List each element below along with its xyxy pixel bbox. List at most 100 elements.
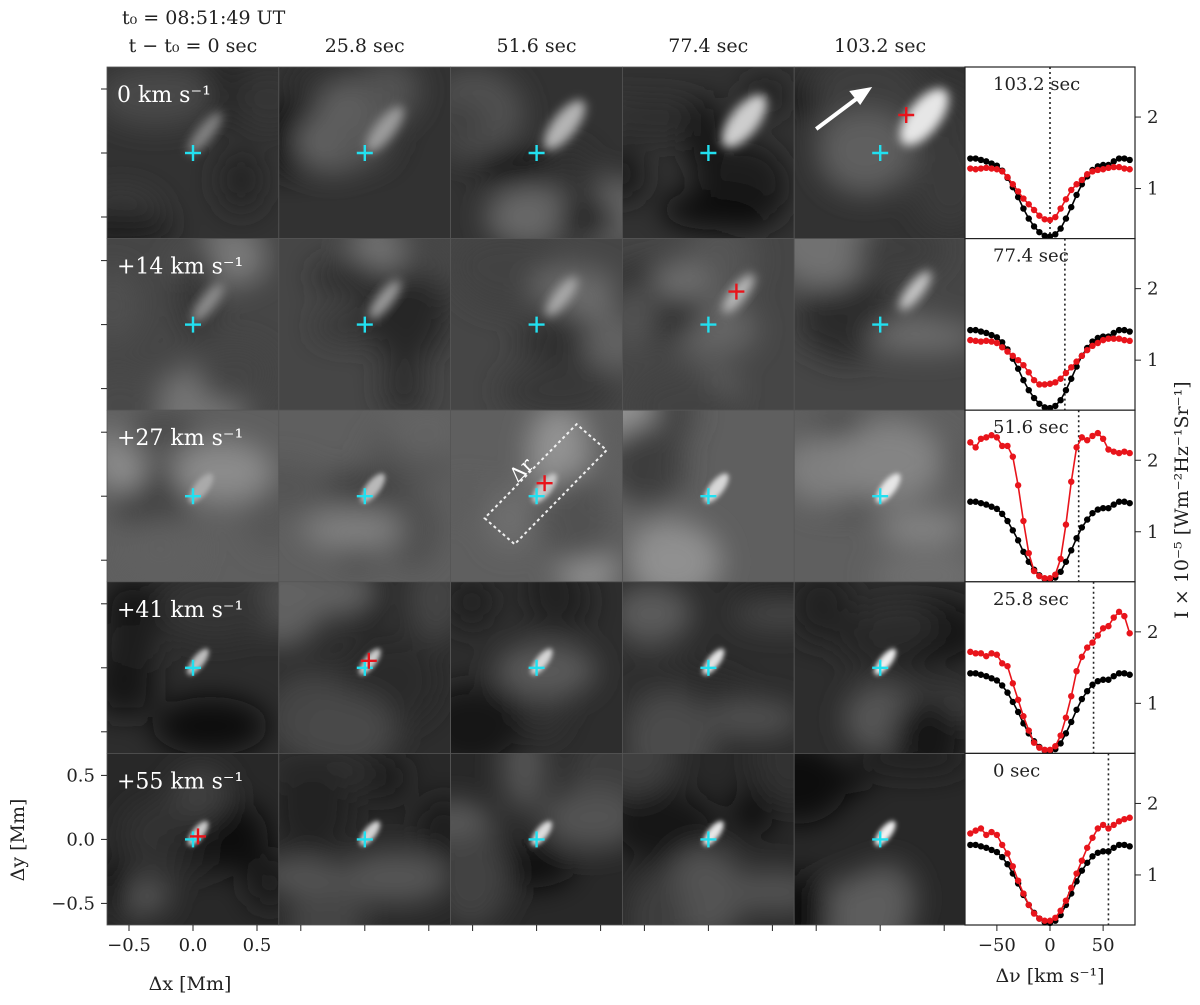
reference-point <box>1105 504 1112 512</box>
profile-point <box>1068 884 1075 892</box>
image-axes: 0.5 0.0 −0.5 −0.5 0.0 0.5 <box>51 88 945 956</box>
profile-point <box>983 434 990 441</box>
reference-point <box>967 326 974 334</box>
reference-point <box>1057 740 1064 747</box>
profile-y-tick-label: 2 <box>1147 622 1158 643</box>
time-label: 77.4 sec <box>668 35 748 57</box>
profile-point <box>972 337 979 345</box>
profile-panel-label: 0 sec <box>993 760 1040 781</box>
image-panel <box>450 238 623 411</box>
reference-point <box>1099 848 1107 855</box>
reference-point <box>1030 223 1038 230</box>
cyan-marker <box>185 316 201 333</box>
profile-point <box>1115 163 1123 171</box>
profile-point <box>1126 814 1133 821</box>
profile-point <box>1089 168 1096 175</box>
reference-point <box>993 505 1001 513</box>
profile-point <box>1083 171 1091 178</box>
cyan-marker <box>528 316 545 333</box>
profile-point <box>1121 815 1128 823</box>
profile-point <box>977 650 985 657</box>
profile-point <box>1126 630 1133 637</box>
profile-point <box>1126 449 1133 457</box>
profile-point <box>1099 821 1107 829</box>
profile-point <box>1121 165 1128 172</box>
reference-point <box>988 675 995 682</box>
profile-panels: 1 2 103.2 sec 1 2 77.4 sec 1 2 51.6 sec 1 2 25.8 se… <box>964 66 1158 956</box>
profile-point <box>1025 201 1032 208</box>
reference-point <box>998 853 1006 861</box>
profile-point <box>1126 166 1133 173</box>
profile-point <box>1105 164 1112 172</box>
profile-point <box>1030 739 1038 746</box>
profile-x-tick-label: −50 <box>978 935 1016 956</box>
cyan-marker <box>872 145 889 161</box>
cyan-marker <box>356 831 373 848</box>
reference-point <box>1105 676 1112 683</box>
cyan-marker <box>356 659 373 676</box>
reference-point <box>998 682 1006 689</box>
reference-point <box>1014 537 1022 544</box>
reference-point <box>983 844 990 851</box>
cyan-marker <box>700 659 717 676</box>
image-panel <box>278 409 451 583</box>
profile-point <box>977 165 985 172</box>
reference-point <box>993 334 1001 341</box>
reference-point <box>1094 506 1102 513</box>
reference-point <box>1062 730 1070 737</box>
reference-point <box>1121 326 1128 334</box>
profile-point <box>1062 714 1070 721</box>
velocity-label: +55 km s⁻¹ <box>117 769 243 794</box>
y-tick-label: 0.0 <box>66 829 95 850</box>
profile-point <box>1110 335 1117 342</box>
image-panel: +41 km s⁻¹ <box>106 581 280 754</box>
reference-point <box>1126 156 1133 164</box>
cyan-marker <box>356 145 373 161</box>
profile-point <box>1105 335 1112 342</box>
profile-y-tick-label: 1 <box>1147 179 1158 200</box>
profile-point <box>1073 667 1080 675</box>
reference-point <box>1057 225 1064 232</box>
reference-point <box>988 503 995 510</box>
reference-point <box>1025 386 1032 394</box>
reference-point <box>977 843 985 850</box>
profile-panel: 1 2 25.8 sec <box>964 581 1158 760</box>
reference-point <box>1057 568 1064 575</box>
reference-point <box>972 326 979 334</box>
delta-r-region <box>483 422 609 546</box>
reference-point <box>1062 558 1070 565</box>
image-panel: 0 km s⁻¹ <box>106 66 280 240</box>
reference-point <box>1121 841 1128 849</box>
cyan-marker <box>700 488 717 505</box>
red-marker <box>728 283 745 300</box>
reference-point <box>1041 232 1048 239</box>
profile-point <box>1046 917 1054 924</box>
profile-point <box>1004 662 1011 670</box>
profile-point <box>1004 442 1011 450</box>
profile-point <box>1089 432 1096 440</box>
velocity-label: +41 km s⁻¹ <box>117 598 243 623</box>
profile-point <box>1020 195 1027 202</box>
reference-point <box>1052 402 1059 410</box>
profile-point <box>1004 173 1011 181</box>
reference-point <box>1073 534 1080 542</box>
cyan-marker <box>185 659 201 676</box>
profile-point <box>1105 622 1112 630</box>
reference-point <box>1083 687 1091 695</box>
profile-point <box>1025 901 1032 909</box>
profile-y-axis-label: I × 10⁻⁵ [Wm⁻²Hz⁻¹Sr⁻¹] <box>1171 381 1193 618</box>
reference-point <box>1020 205 1027 212</box>
reference-point <box>967 155 974 162</box>
profile-point <box>1078 857 1086 864</box>
reference-point <box>988 331 995 339</box>
profile-point <box>993 339 1001 347</box>
profile-point <box>1014 482 1022 489</box>
reference-point <box>993 677 1001 684</box>
profile-y-tick-label: 1 <box>1147 522 1158 543</box>
profile-point <box>967 336 974 344</box>
reference-point <box>1057 396 1064 404</box>
reference-point <box>1020 376 1027 384</box>
t0-label: t₀ = 08:51:49 UT <box>122 7 286 29</box>
reference-point <box>988 846 995 854</box>
profile-point <box>1068 186 1075 194</box>
